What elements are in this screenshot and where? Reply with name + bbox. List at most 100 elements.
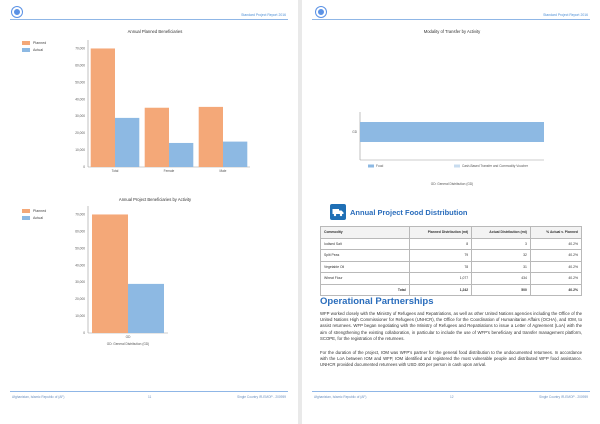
total-label: Total [320, 283, 410, 296]
truck-icon [330, 204, 346, 220]
legend-planned-swatch [22, 40, 30, 45]
y-tick-label: GD [352, 130, 357, 134]
cell: 3 [471, 237, 531, 250]
bar-actual [115, 117, 140, 167]
legend-planned-label: Planned [33, 40, 47, 45]
y-tick-label: 40,000 [75, 97, 85, 101]
y-tick-label: 60,000 [75, 63, 85, 67]
footer-right: Single Country IR-EMOP - 200959 [237, 395, 286, 399]
bar-planned [198, 106, 223, 167]
cell: 40.2% [529, 260, 583, 273]
header-title: Standard Project Report 2016 [241, 13, 286, 17]
table-row: Vegetable Oil 78 31 40.2% [320, 260, 583, 273]
legend-food-swatch [368, 164, 374, 168]
chart1-legend: Planned Actual [22, 39, 46, 53]
cell: Iodised Salt [320, 237, 410, 250]
header-rule [10, 19, 288, 20]
total-percent: 40.2% [529, 283, 583, 296]
col-planned: Planned Distribution (mt) [408, 226, 473, 239]
legend-cbt-label: Cash-Based Transfer and Commodity Vouche… [462, 164, 529, 168]
header-title: Standard Project Report 2016 [543, 13, 588, 17]
y-tick-label: 50,000 [75, 246, 85, 250]
wfp-logo-icon [316, 7, 326, 17]
y-tick-label: 20,000 [75, 131, 85, 135]
bar-planned [90, 48, 115, 167]
table-row: Iodised Salt 8 3 40.2% [320, 237, 583, 250]
x-tick-label: Total [112, 169, 119, 173]
bar-food [360, 122, 544, 142]
operational-paragraph-2: For the duration of the project, IOM was… [320, 350, 582, 368]
bar-actual [223, 141, 248, 167]
legend-food-label: Food [376, 164, 383, 168]
cell: 79 [408, 249, 473, 262]
footer-left: Afghanistan, Islamic Republic of (AF) [12, 395, 65, 399]
x-axis-label: GD: General Distribution (GD) [107, 342, 150, 346]
y-tick-label: 40,000 [75, 263, 85, 267]
bar-actual [169, 142, 194, 167]
chart1-plot: 0 10,000 20,000 30,000 40,000 50,000 60,000 70,… [75, 40, 250, 173]
legend-cbt-swatch [454, 164, 460, 168]
x-tick-label: Male [220, 169, 227, 173]
operational-partnerships-title: Operational Partnerships [320, 296, 434, 307]
col-percent: % Actual v. Planned [529, 226, 583, 239]
legend-actual-swatch [22, 47, 30, 52]
y-tick-label: 50,000 [75, 80, 85, 84]
y-tick-label: 0 [83, 165, 85, 169]
y-tick-label: 20,000 [75, 297, 85, 301]
y-tick-label: 70,000 [75, 46, 85, 50]
y-tick-label: 0 [83, 331, 85, 335]
x-tick-label: GD [126, 335, 131, 339]
legend-actual-label: Actual [33, 47, 43, 52]
cell: 8 [408, 237, 473, 250]
col-actual: Actual Distribution (mt) [471, 226, 531, 239]
legend-actual-label: Actual [33, 215, 43, 220]
table-row: Split Peas 79 32 40.2% [320, 249, 583, 262]
footer-rule [312, 391, 590, 392]
cell: 40.2% [529, 249, 583, 262]
bar-planned [144, 107, 169, 167]
bar-planned [92, 214, 128, 333]
y-tick-label: 70,000 [75, 212, 85, 216]
total-planned: 1,242 [408, 283, 473, 296]
chart2-plot: 0 10,000 20,000 30,000 40,000 50,000 60,000 70,… [75, 206, 168, 346]
y-tick-label: 10,000 [75, 148, 85, 152]
chart3-plot: GD Food Cash-Based Transfer and Commodity … [352, 112, 544, 186]
page-left: Standard Project Report 2016 Annual Plan… [0, 0, 298, 424]
cell: Split Peas [320, 249, 410, 262]
col-commodity: Commodity [320, 226, 410, 239]
wfp-logo-icon [12, 7, 22, 17]
y-tick-label: 30,000 [75, 280, 85, 284]
cell: 40.2% [529, 237, 583, 250]
x-tick-label: Female [164, 169, 175, 173]
food-distribution-heading: Annual Project Food Distribution [330, 204, 468, 220]
bar-actual [128, 283, 164, 333]
cell: 32 [471, 249, 531, 262]
legend-planned-swatch [22, 208, 30, 213]
legend-planned-label: Planned [33, 208, 47, 213]
chart2-title: Annual Project Beneficiaries by Activity [118, 197, 192, 202]
cell: Vegetable Oil [320, 260, 410, 273]
y-tick-label: 30,000 [75, 114, 85, 118]
cell: 434 [471, 272, 531, 285]
y-tick-label: 60,000 [75, 229, 85, 233]
cell: 78 [408, 260, 473, 273]
table-row: Wheat Flour 1,077 434 40.2% [320, 272, 583, 285]
y-tick-label: 10,000 [75, 314, 85, 318]
total-actual: 500 [471, 283, 531, 296]
chart3-title: Modality of Transfer by Activity [423, 29, 481, 34]
footer-left: Afghanistan, Islamic Republic of (AF) [314, 395, 367, 399]
cell: 40.2% [529, 272, 583, 285]
footer-rule [10, 391, 288, 392]
page-right: Standard Project Report 2016 Modality of… [302, 0, 600, 424]
footer-right: Single Country IR-EMOP - 200959 [539, 395, 588, 399]
table-header-row: Commodity Planned Distribution (mt) Actu… [320, 226, 583, 239]
chart1-title: Annual Planned Beneficiaries [127, 29, 183, 34]
legend-actual-swatch [22, 215, 30, 220]
cell: 1,077 [408, 272, 473, 285]
cell: 31 [471, 260, 531, 273]
cell: Wheat Flour [320, 272, 410, 285]
header-rule [312, 19, 590, 20]
x-axis-label: GD: General Distribution (GD) [431, 182, 474, 186]
chart2-legend: Planned Actual [22, 207, 46, 221]
footer-page-number: 11 [148, 395, 152, 399]
